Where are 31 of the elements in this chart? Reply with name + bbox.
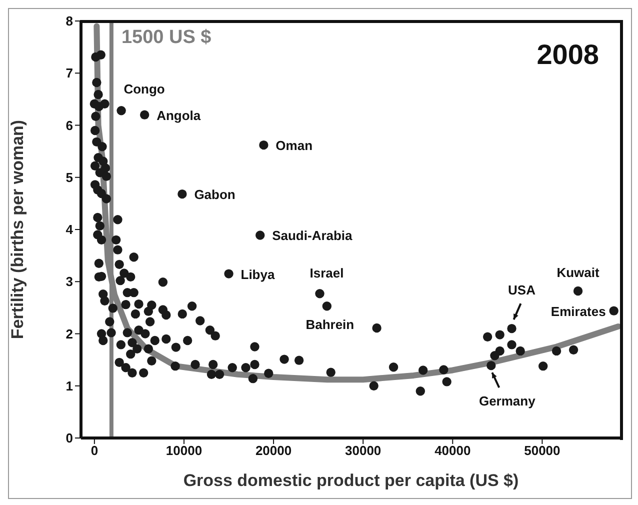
y-tick-label: 6 xyxy=(66,118,73,133)
annotation: USA xyxy=(508,282,536,298)
y-tick-label: 3 xyxy=(66,274,73,290)
y-axis-title: Fertility (births per woman) xyxy=(8,120,28,340)
annotation: Israel xyxy=(310,266,344,281)
annotation: 2008 xyxy=(536,39,599,71)
x-tick-label: 50000 xyxy=(524,443,560,458)
x-tick-label: 20000 xyxy=(255,443,292,458)
annotation: Germany xyxy=(478,394,536,409)
y-tick-label: 1 xyxy=(66,378,73,394)
x-tick-label: 10000 xyxy=(166,443,202,458)
annotation: Gabon xyxy=(194,187,236,202)
y-tick-label: 4 xyxy=(66,222,74,238)
x-tick-label: 40000 xyxy=(434,443,471,458)
y-tick-label: 0 xyxy=(66,430,73,446)
annotation: Congo xyxy=(124,82,165,97)
x-tick-label: 30000 xyxy=(345,443,382,458)
annotation: Bahrein xyxy=(306,317,354,332)
y-tick-label: 8 xyxy=(66,14,73,29)
annotation: Kuwait xyxy=(556,265,600,280)
y-tick-label: 5 xyxy=(66,170,73,185)
annotation: Emirates xyxy=(550,304,606,319)
x-axis-title: Gross domestic product per capita (US $) xyxy=(183,471,519,490)
annotation: Oman xyxy=(276,138,313,154)
x-tick-label: 0 xyxy=(90,443,98,458)
annotation: Angola xyxy=(156,108,202,123)
annotation: Saudi-Arabia xyxy=(272,228,354,244)
y-tick-label: 7 xyxy=(66,66,73,81)
y-tick-label: 2 xyxy=(66,326,73,342)
annotation: Libya xyxy=(240,266,276,282)
ref-line-label: 1500 US $ xyxy=(121,27,212,48)
